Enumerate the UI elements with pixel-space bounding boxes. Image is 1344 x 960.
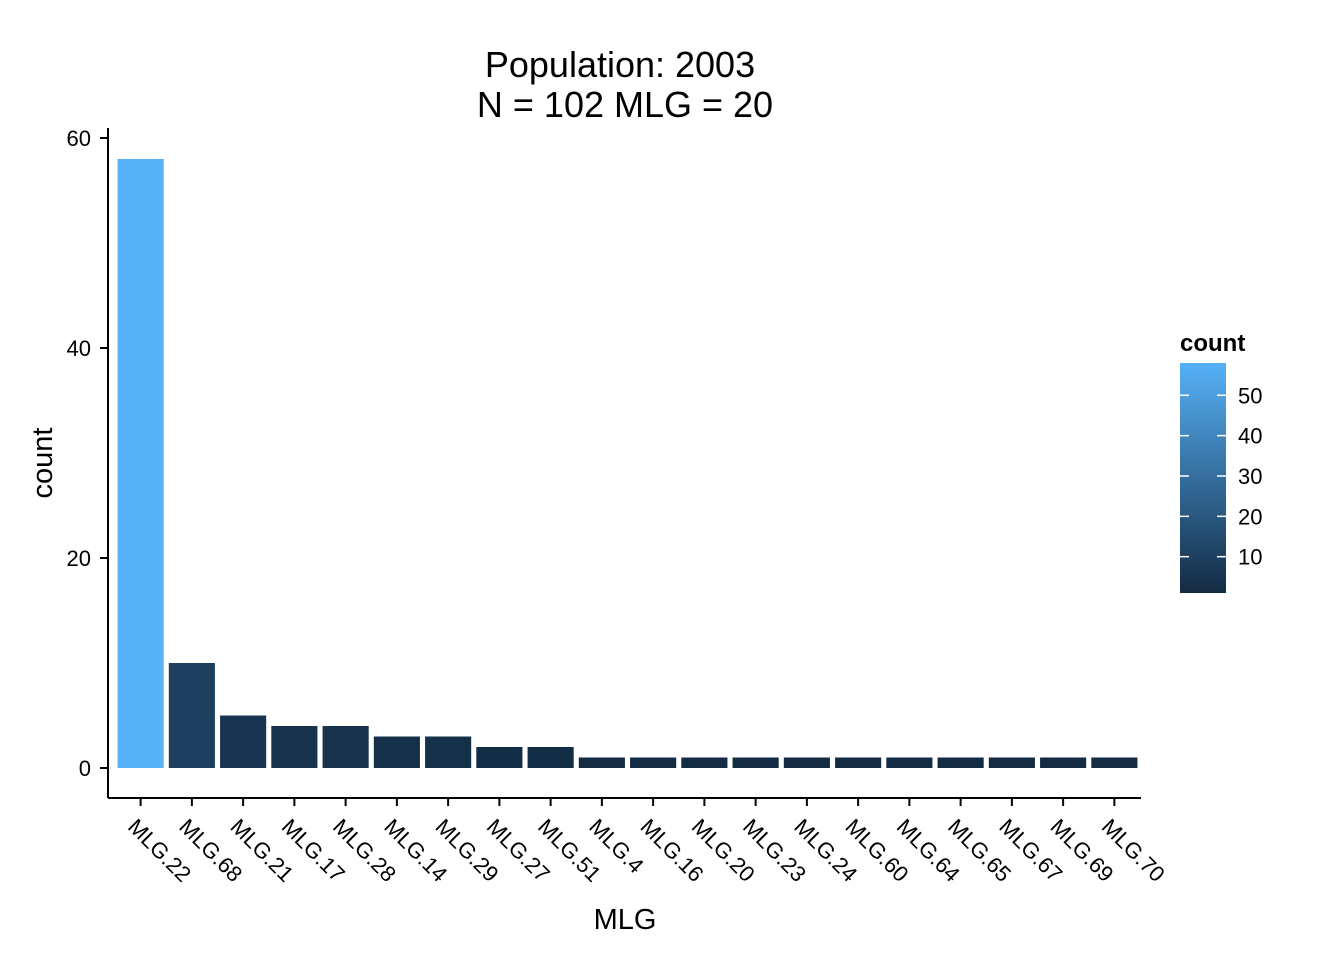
legend-tick-label: 10 (1238, 545, 1262, 570)
y-tick-label: 60 (67, 126, 91, 151)
bar-mlg-4 (578, 757, 625, 768)
y-ticks-group: 0 20 40 60 (67, 126, 108, 781)
bar-mlg-20 (681, 757, 728, 768)
bar-mlg-68 (168, 663, 215, 768)
chart-subtitle: N = 102 MLG = 20 (477, 84, 773, 125)
legend-tick-label: 50 (1238, 383, 1262, 408)
bar-mlg-67 (988, 757, 1035, 768)
bar-mlg-65 (937, 757, 984, 768)
bar-mlg-27 (476, 747, 523, 768)
legend-ticks-group: 10 20 30 40 50 (1180, 383, 1262, 570)
bar-mlg-70 (1091, 757, 1138, 768)
bar-mlg-64 (886, 757, 933, 768)
chart-title: Population: 2003 (485, 44, 755, 85)
bar-mlg-24 (783, 757, 830, 768)
legend-title: count (1180, 330, 1245, 357)
bar-mlg-29 (425, 736, 472, 768)
legend-tick-label: 20 (1238, 504, 1262, 529)
bar-mlg-14 (373, 736, 420, 768)
y-tick-label: 20 (67, 546, 91, 571)
bar-mlg-69 (1040, 757, 1087, 768)
legend-tick-label: 40 (1238, 424, 1262, 449)
bar-mlg-16 (630, 757, 677, 768)
bar-mlg-28 (322, 726, 369, 768)
x-ticks-group: MLG.22MLG.68MLG.21MLG.17MLG.28MLG.14MLG.… (123, 798, 1170, 887)
bars-group (117, 159, 1138, 768)
bar-mlg-60 (835, 757, 882, 768)
y-tick-label: 0 (79, 756, 91, 781)
legend-colorbar (1180, 363, 1226, 593)
bar-mlg-22 (117, 159, 164, 768)
bar-mlg-23 (732, 757, 779, 768)
color-legend: count 10 20 30 40 50 (1180, 330, 1262, 593)
legend-tick-label: 30 (1238, 464, 1262, 489)
y-axis-title: count (27, 428, 59, 499)
bar-mlg-51 (527, 747, 574, 768)
bar-mlg-21 (220, 715, 267, 768)
bar-mlg-17 (271, 726, 318, 768)
x-axis-title: MLG (594, 904, 657, 936)
y-tick-label: 40 (67, 336, 91, 361)
